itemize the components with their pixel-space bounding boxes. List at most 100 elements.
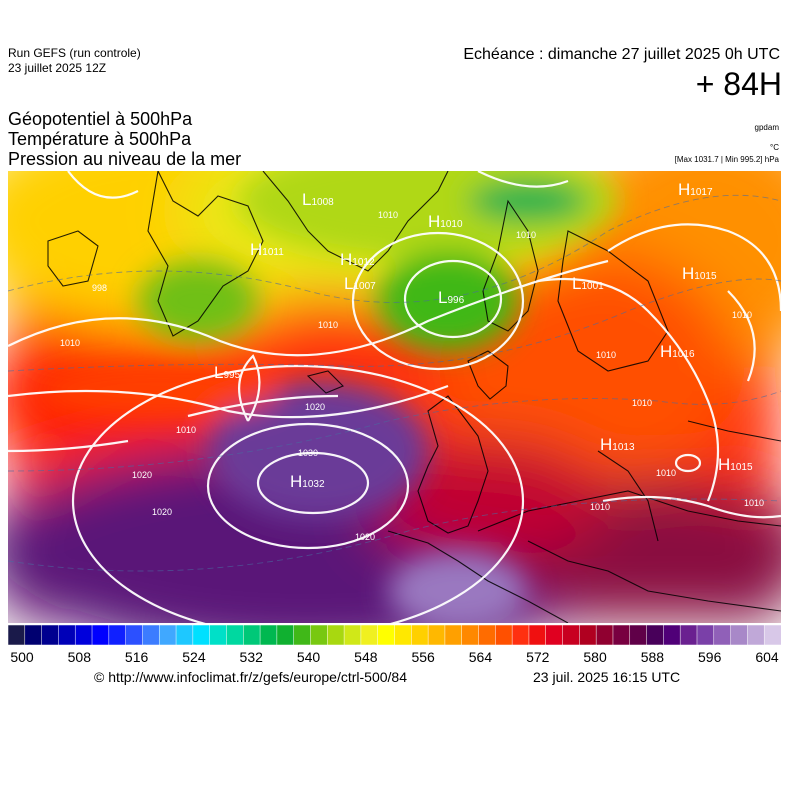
color-swatch <box>293 624 312 646</box>
center-value: 1001 <box>581 281 604 292</box>
isobar-label: 1010 <box>632 398 653 408</box>
scale-tick-label: 532 <box>239 649 263 665</box>
center-type: L <box>572 274 582 293</box>
color-scale-ticks: 500 508 516 524 532 540 548 556 564 572 580 588 596 6… <box>8 649 781 665</box>
color-swatch <box>24 624 43 646</box>
color-swatch <box>310 624 329 646</box>
center-value: 1011 <box>262 247 284 258</box>
isobar-label: 1010 <box>732 310 753 320</box>
color-swatch <box>91 624 110 646</box>
color-swatch <box>58 624 77 646</box>
color-swatch <box>360 624 379 646</box>
color-swatch <box>394 624 413 646</box>
isobar-label: 1010 <box>744 498 765 508</box>
color-swatch <box>7 624 26 646</box>
pressure-center: L995 <box>214 363 240 383</box>
center-type: L <box>344 274 354 293</box>
credit: © http://www.infoclimat.fr/z/gefs/europe… <box>94 669 408 685</box>
map-svg <box>8 171 781 623</box>
color-swatch <box>562 624 581 646</box>
pressure-center: H1016 <box>660 342 695 362</box>
weather-map <box>8 171 781 623</box>
color-swatch <box>444 624 463 646</box>
color-swatch <box>125 624 144 646</box>
pressure-center: H1013 <box>600 435 635 455</box>
temperature-field <box>8 171 781 623</box>
isobar-label: 1010 <box>516 230 537 240</box>
scale-tick-label: 564 <box>468 649 493 665</box>
center-type: H <box>290 472 303 491</box>
unit-pressure: [Max 1031.7 | Min 995.2] hPa <box>674 155 779 164</box>
center-value: 1015 <box>694 271 717 282</box>
center-value: 1017 <box>690 187 713 198</box>
pressure-center: L1001 <box>572 274 604 294</box>
color-swatch <box>461 624 480 646</box>
center-value: 1010 <box>440 219 463 230</box>
center-type: H <box>250 240 263 259</box>
isobar-label: 998 <box>92 283 108 293</box>
color-swatch <box>41 624 60 646</box>
isobar-label: 1010 <box>590 502 611 512</box>
color-swatch <box>579 624 597 646</box>
color-swatch <box>763 624 782 646</box>
isobar-label: 1010 <box>318 320 339 330</box>
pressure-center: H1011 <box>250 240 284 260</box>
pressure-center: H1032 <box>290 472 325 492</box>
color-swatch <box>142 624 161 646</box>
color-swatch <box>158 624 177 646</box>
center-type: L <box>302 190 312 209</box>
forecast-valid-time: Echéance : dimanche 27 juillet 2025 0h U… <box>463 46 780 63</box>
color-swatch <box>545 624 564 646</box>
color-swatch <box>730 624 749 646</box>
color-swatch <box>108 624 127 646</box>
color-swatch <box>427 624 446 646</box>
color-swatch <box>679 624 698 646</box>
color-swatch <box>713 624 732 646</box>
title-temperature: Température à 500hPa <box>8 129 192 149</box>
center-type: H <box>660 342 673 361</box>
center-type: H <box>682 264 695 283</box>
run-date: 23 juillet 2025 12Z <box>8 61 107 75</box>
scale-tick-label: 596 <box>698 649 722 665</box>
scale-tick-label: 556 <box>411 649 435 665</box>
lead-time: + 84H <box>695 66 782 102</box>
isobar-label: 1030 <box>298 448 319 458</box>
isobar-label: 1010 <box>656 468 677 478</box>
center-value: 1015 <box>730 462 753 473</box>
color-swatch <box>226 624 245 646</box>
pressure-center: H1010 <box>428 212 463 232</box>
coastlines <box>47 171 781 623</box>
geopotential-contours <box>8 194 781 572</box>
color-swatch <box>327 624 345 646</box>
color-swatch <box>663 624 682 646</box>
color-swatch <box>209 624 228 646</box>
scale-tick-label: 540 <box>296 649 321 665</box>
isobar-label: 1020 <box>355 532 376 542</box>
color-swatch <box>528 624 547 646</box>
center-value: 1012 <box>352 257 375 268</box>
color-swatch <box>192 624 211 646</box>
color-swatch <box>495 624 513 646</box>
pressure-center: H1017 <box>678 180 713 200</box>
title-pressure: Pression au niveau de la mer <box>8 149 242 169</box>
scale-tick-label: 508 <box>67 649 91 665</box>
isobar-label: 1020 <box>305 402 326 412</box>
center-value: 996 <box>447 295 465 306</box>
color-scale <box>7 624 782 646</box>
scale-tick-label: 524 <box>182 649 206 665</box>
isobar-label: 1010 <box>60 338 81 348</box>
color-swatch <box>478 624 497 646</box>
pressure-center: L1008 <box>302 190 334 210</box>
center-value: 995 <box>223 370 241 381</box>
isobar-label: 1020 <box>132 470 153 480</box>
color-swatch <box>646 624 665 646</box>
color-swatch <box>747 624 766 646</box>
isobar-label: 1010 <box>176 425 197 435</box>
scale-tick-label: 588 <box>640 649 665 665</box>
center-type: H <box>678 180 691 199</box>
color-swatch <box>259 624 278 646</box>
pressure-center: L996 <box>438 288 464 308</box>
color-swatch <box>276 624 295 646</box>
center-type: H <box>428 212 441 231</box>
color-swatch <box>243 624 261 646</box>
